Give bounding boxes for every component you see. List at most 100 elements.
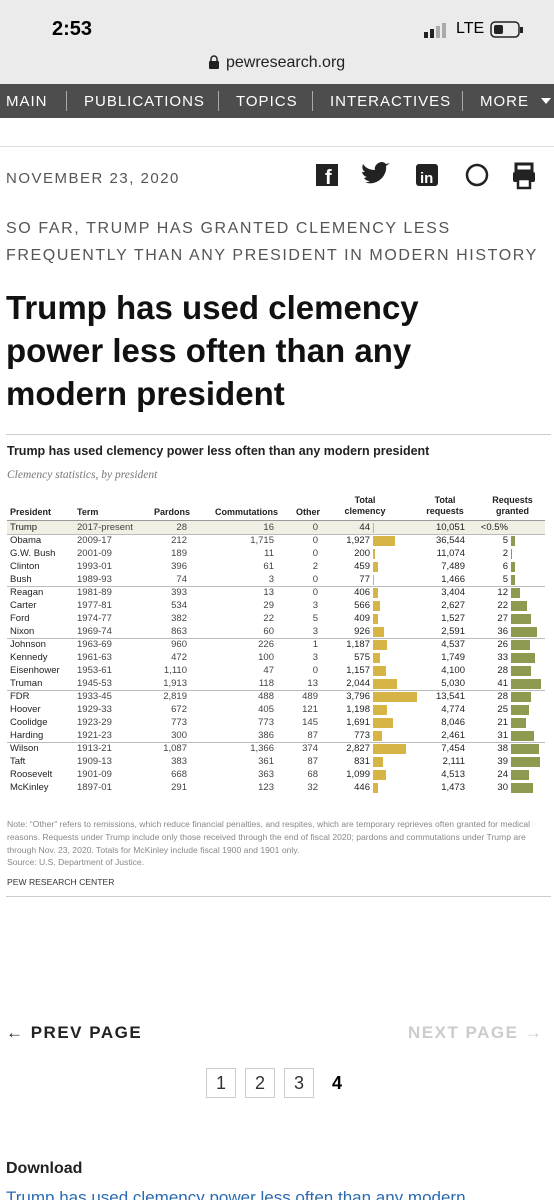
table-cell: 489	[302, 691, 318, 702]
divider	[0, 146, 554, 147]
table-cell: 2,819	[163, 691, 187, 702]
page-link[interactable]: 1	[206, 1068, 236, 1098]
linkedin-icon[interactable]	[416, 164, 438, 186]
table-cell: 13,541	[435, 691, 465, 702]
table-cell: 5,030	[441, 678, 465, 689]
table-cell: 1921-23	[77, 730, 112, 741]
clemency-bar	[373, 770, 386, 780]
table-cell: Ford	[10, 613, 30, 624]
table-cell: 300	[171, 730, 187, 741]
table-cell: Kennedy	[10, 652, 48, 663]
table-cell: 4,513	[441, 769, 465, 780]
twitter-icon[interactable]	[362, 162, 390, 184]
granted-bar	[511, 744, 539, 754]
table-cell: 1929-33	[77, 704, 112, 715]
clemency-bar	[373, 588, 378, 598]
table-cell: McKinley	[10, 782, 49, 793]
nav-item[interactable]: INTERACTIVES	[330, 93, 452, 110]
facebook-icon[interactable]	[316, 164, 338, 186]
prev-page[interactable]: ← PREV PAGE	[6, 1023, 143, 1042]
group-rule	[7, 534, 545, 535]
table-cell: 406	[354, 587, 370, 598]
table-cell: 363	[258, 769, 274, 780]
table-cell: 3	[268, 574, 274, 585]
table-cell: 472	[171, 652, 187, 663]
table-cell: 1963-69	[77, 639, 112, 650]
granted-bar	[511, 731, 534, 741]
table-cell: 1,110	[163, 665, 187, 676]
table-cell: 121	[302, 704, 318, 715]
table-cell: 0	[312, 665, 318, 676]
table-cell: 773	[258, 717, 274, 728]
clemency-bar	[373, 653, 380, 663]
browser-bar: 2:53 LTE pewresearch.org	[0, 0, 554, 84]
date: NOVEMBER 23, 2020	[6, 170, 180, 187]
column-header: Total requests	[426, 495, 464, 516]
clemency-bar	[373, 783, 379, 793]
table-cell: 38	[497, 743, 508, 754]
table-cell: 1909-13	[77, 756, 112, 767]
table-cell: 4,100	[441, 665, 465, 676]
nav-separator	[312, 91, 313, 111]
granted-bar	[511, 757, 540, 767]
table-cell: 11,074	[436, 548, 465, 559]
table-cell: 100	[258, 652, 274, 663]
download-link[interactable]: Trump has used clemency power less often…	[6, 1188, 466, 1200]
table-cell: Wilson	[10, 743, 39, 754]
granted-bar	[511, 666, 532, 676]
table-cell: 405	[258, 704, 274, 715]
table-cell: 291	[171, 782, 187, 793]
clemency-bar	[373, 549, 376, 559]
page-link[interactable]: 4	[331, 1073, 342, 1093]
url[interactable]: pewresearch.org	[226, 54, 346, 71]
nav-item[interactable]: PUBLICATIONS	[84, 93, 205, 110]
table-cell: 1,366	[250, 743, 274, 754]
table-cell: 60	[263, 626, 274, 637]
page-link[interactable]: 2	[245, 1068, 275, 1098]
page-link[interactable]: 3	[284, 1068, 314, 1098]
granted-bar	[511, 770, 529, 780]
table-cell: 6	[502, 561, 508, 572]
headline: Trump has used clemency power less often…	[6, 289, 419, 412]
table-cell: Hoover	[10, 704, 41, 715]
table-note: Note: “Other” refers to remissions, whic…	[7, 819, 531, 855]
nav-item[interactable]: MORE	[480, 93, 529, 110]
table-cell: 31	[497, 730, 508, 741]
table-cell: 1961-63	[77, 652, 112, 663]
table-cell: 1901-09	[77, 769, 112, 780]
table-cell: 672	[171, 704, 187, 715]
svg-text:in: in	[420, 170, 433, 187]
granted-bar	[511, 640, 531, 650]
nav-item[interactable]: TOPICS	[236, 93, 298, 110]
table-cell: 87	[307, 756, 318, 767]
print-icon[interactable]	[513, 162, 535, 190]
next-page[interactable]: NEXT PAGE →	[408, 1023, 544, 1042]
table-cell: 4,537	[441, 639, 465, 650]
table-cell: 1977-81	[77, 600, 112, 611]
table-cell: 446	[354, 782, 370, 793]
clemency-bar	[373, 614, 378, 624]
granted-bar	[511, 653, 536, 663]
table-cell: 22	[497, 600, 508, 611]
table-cell: 2	[502, 548, 508, 559]
nav-item[interactable]: MAIN	[6, 93, 48, 110]
table-cell: Taft	[10, 756, 26, 767]
whatsapp-icon[interactable]	[465, 163, 489, 187]
table-cell: 2	[312, 561, 318, 572]
table-cell: 2,111	[442, 756, 465, 767]
table-cell: Truman	[10, 678, 43, 689]
granted-bar	[511, 601, 528, 611]
granted-bar	[511, 783, 533, 793]
table-cell: 0	[312, 535, 318, 546]
table-cell: Trump	[10, 522, 38, 533]
column-header: Total clemency	[344, 495, 386, 516]
table-title: Trump has used clemency power less often…	[7, 444, 430, 458]
table-cell: 226	[258, 639, 274, 650]
divider	[6, 896, 551, 897]
table-cell: 1,187	[346, 639, 370, 650]
table-cell: 0	[312, 587, 318, 598]
svg-text:f: f	[325, 167, 332, 189]
table-cell: 1,466	[441, 574, 465, 585]
table-credit: PEW RESEARCH CENTER	[7, 877, 115, 887]
table-cell: 47	[263, 665, 274, 676]
